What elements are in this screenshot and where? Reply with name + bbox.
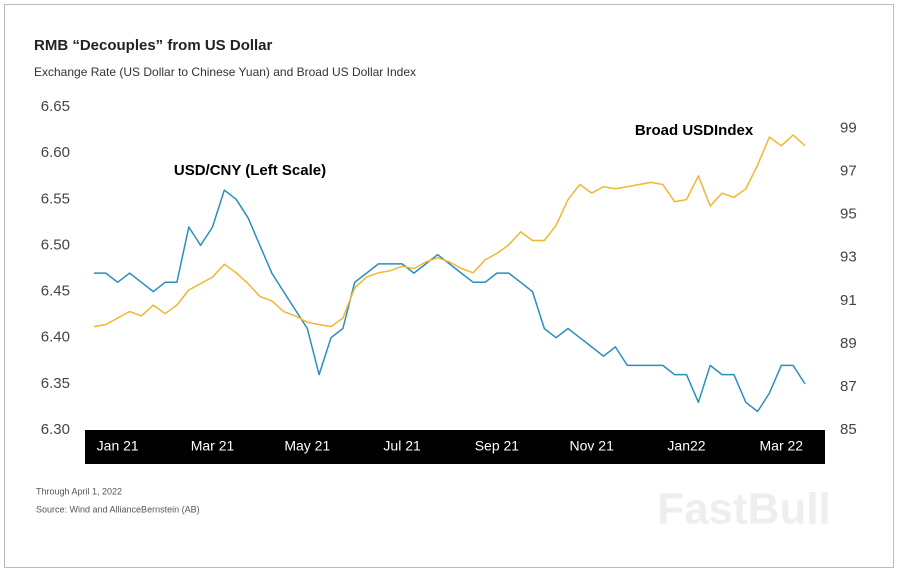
y2-tick-label: 91 xyxy=(840,292,857,309)
footnote: Through April 1, 2022 xyxy=(36,486,122,496)
watermark: FastBull xyxy=(657,485,831,534)
y-tick-label: 6.45 xyxy=(41,283,70,300)
y-tick-label: 6.30 xyxy=(41,421,70,438)
y2-tick-label: 93 xyxy=(840,249,857,266)
y-tick-label: 6.40 xyxy=(41,329,70,346)
y-tick-label: 6.65 xyxy=(41,98,70,115)
series-annotation: USD/CNY (Left Scale) xyxy=(174,162,326,179)
x-tick-label: Sep 21 xyxy=(475,438,520,454)
y-tick-label: 6.55 xyxy=(41,190,70,207)
series-annotation: Broad USDIndex xyxy=(635,122,754,139)
y-tick-label: 6.60 xyxy=(41,144,70,161)
y2-tick-label: 99 xyxy=(840,120,857,137)
y-tick-label: 6.50 xyxy=(41,236,70,253)
chart-title: RMB “Decouples” from US Dollar xyxy=(34,37,273,54)
card-border xyxy=(4,4,894,568)
y2-tick-label: 95 xyxy=(840,206,857,223)
chart-subtitle: Exchange Rate (US Dollar to Chinese Yuan… xyxy=(34,65,416,79)
x-tick-label: Jan 21 xyxy=(97,438,139,454)
data-line xyxy=(94,189,806,413)
y-tick-label: 6.35 xyxy=(41,375,70,392)
data-line xyxy=(93,134,806,328)
x-tick-label: Mar 22 xyxy=(760,438,804,454)
x-tick-label: Jan22 xyxy=(667,438,705,454)
y2-tick-label: 85 xyxy=(840,421,857,438)
y2-tick-label: 97 xyxy=(840,163,857,180)
y2-tick-label: 89 xyxy=(840,335,857,352)
x-axis-band xyxy=(85,430,825,464)
x-tick-label: May 21 xyxy=(284,438,330,454)
source-note: Source: Wind and AllianceBernstein (AB) xyxy=(36,504,200,514)
x-tick-label: Jul 21 xyxy=(383,438,421,454)
x-tick-label: Nov 21 xyxy=(570,438,615,454)
y2-tick-label: 87 xyxy=(840,378,857,395)
x-tick-label: Mar 21 xyxy=(191,438,235,454)
